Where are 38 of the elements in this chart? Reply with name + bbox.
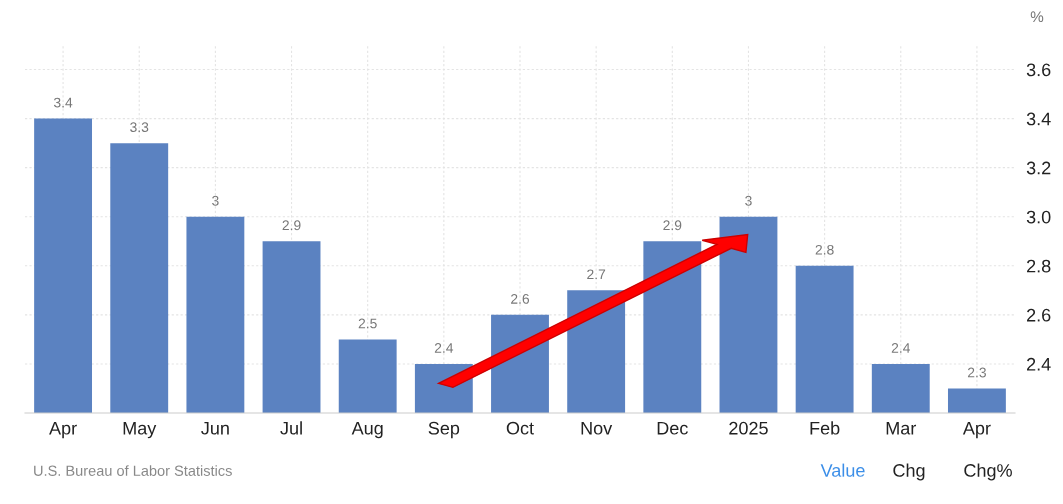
data-label: 2.9 [663, 220, 682, 231]
text: Chg [893, 463, 925, 481]
x-tick-label: 2025 [729, 421, 768, 435]
y-tick-label: 3.6 [1026, 63, 1051, 77]
x-tick-label: Jul [280, 421, 302, 435]
y-axis-title: % [1030, 11, 1044, 23]
x-tick-label: Feb [810, 421, 840, 435]
data-label: 2.4 [891, 343, 911, 353]
x-tick-label: Jun [201, 422, 229, 435]
data-label: 3 [745, 195, 752, 206]
x-tick-label: Oct [506, 421, 534, 435]
data-label: 3.3 [130, 122, 149, 133]
x-tick-label: Aug [351, 422, 383, 439]
data-label: 2.9 [282, 220, 301, 231]
y-tick-label: 3.2 [1026, 161, 1051, 175]
y-tick-label: 2.4 [1027, 357, 1051, 371]
data-label: 2.4 [434, 343, 454, 353]
data-label: 2.8 [815, 244, 834, 255]
x-tick-label: Mar [886, 422, 917, 435]
data-label: 2.6 [511, 293, 530, 304]
data-label: 3.4 [53, 97, 73, 108]
x-tick-label: Sep [428, 421, 460, 439]
text: Chg% [964, 463, 1012, 481]
y-tick-label: 3.4 [1026, 112, 1051, 126]
x-tick-label: May [123, 422, 157, 439]
x-tick-label: Apr [962, 422, 991, 439]
y-tick-label: 2.8 [1027, 259, 1051, 273]
x-tick-label: Apr [49, 422, 77, 439]
y-tick-label: 3.0 [1026, 210, 1051, 224]
text: Value [820, 463, 865, 477]
data-label: 2.5 [358, 318, 377, 329]
data-label: 2.7 [587, 269, 606, 280]
text: U.S. Bureau of Labor Statistics [34, 465, 232, 476]
data-label: 2.3 [967, 367, 986, 378]
y-tick-label: 2.6 [1027, 308, 1051, 322]
x-tick-label: Nov [581, 422, 613, 435]
data-label: 3 [212, 195, 219, 206]
x-tick-label: Dec [657, 422, 688, 435]
